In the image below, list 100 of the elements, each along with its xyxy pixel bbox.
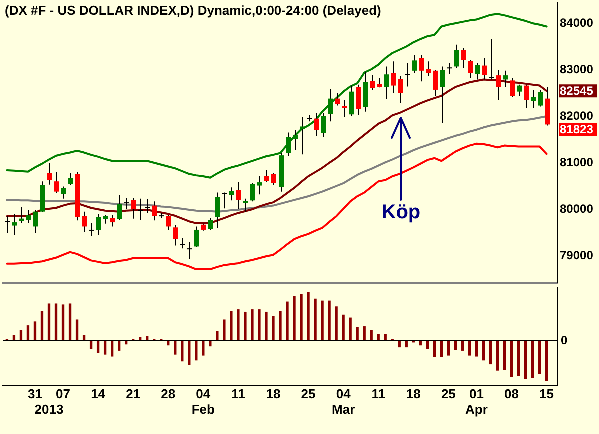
- bar: [538, 340, 542, 374]
- x-tick-label: 25: [441, 386, 456, 402]
- candlestick: [447, 62, 452, 75]
- data-label: 82545: [560, 84, 594, 98]
- candlestick: [405, 62, 410, 88]
- bar: [188, 340, 191, 366]
- candlestick: [68, 172, 73, 186]
- candlestick: [503, 70, 508, 88]
- candlestick: [271, 172, 276, 186]
- candlestick: [173, 224, 178, 246]
- bar: [54, 304, 58, 342]
- bar: [76, 320, 79, 342]
- bar: [496, 340, 500, 371]
- bar: [68, 304, 72, 342]
- candlestick: [314, 112, 319, 137]
- candlestick: [131, 198, 136, 220]
- x-tick-label: 21: [126, 386, 141, 402]
- x-tick-label: 08: [504, 386, 519, 402]
- candlestick: [391, 61, 396, 94]
- x-tick-label: 25: [301, 386, 316, 402]
- candlestick: [538, 89, 543, 108]
- ref-line-label: 0: [561, 334, 568, 348]
- candlestick: [321, 112, 326, 138]
- candlestick: [468, 60, 473, 79]
- candlestick: [257, 176, 262, 196]
- chart-title: (DX #F - US DOLLAR INDEX,D) Dynamic,0:00-24:00 (Delayed): [5, 3, 382, 18]
- candlestick: [412, 54, 417, 74]
- bar: [447, 340, 450, 356]
- candlestick: [152, 201, 157, 222]
- bar: [62, 304, 65, 342]
- candlestick: [187, 242, 192, 260]
- bar: [517, 340, 520, 376]
- bar: [244, 312, 247, 342]
- x-tick-label: 31: [28, 386, 42, 402]
- candlestick: [89, 222, 94, 237]
- x-tick-label: 07: [56, 386, 70, 402]
- bar: [40, 311, 44, 342]
- bar: [237, 310, 240, 342]
- bar: [475, 340, 478, 357]
- bar: [223, 320, 226, 342]
- bar: [531, 340, 534, 378]
- candlestick: [293, 129, 298, 150]
- bar: [307, 292, 310, 342]
- candlestick: [124, 198, 129, 210]
- x-tick-label: 15: [540, 386, 554, 402]
- candlestick: [482, 58, 487, 80]
- bar: [202, 340, 205, 356]
- bar: [433, 340, 436, 358]
- candlestick: [243, 198, 248, 212]
- bar: [293, 296, 296, 342]
- candlestick: [461, 48, 466, 69]
- x-tick-label: 11: [372, 386, 386, 402]
- candlestick: [384, 66, 389, 100]
- bar: [335, 306, 338, 342]
- candlestick: [531, 89, 536, 109]
- bar: [440, 340, 444, 358]
- candlestick: [349, 85, 354, 117]
- bar: [258, 310, 261, 342]
- candlestick: [159, 212, 164, 219]
- candlestick: [335, 92, 340, 106]
- bar: [251, 310, 254, 342]
- bar: [468, 340, 472, 356]
- bar: [26, 326, 30, 342]
- candlestick: [510, 78, 515, 98]
- candlestick: [96, 214, 101, 236]
- candlestick: [517, 84, 522, 97]
- candlestick: [194, 226, 199, 248]
- bar: [545, 340, 548, 382]
- candlestick: [426, 61, 431, 77]
- candlestick: [328, 88, 333, 122]
- bar: [349, 318, 352, 342]
- candlestick: [440, 66, 445, 124]
- candlestick: [166, 214, 171, 230]
- x-tick-label: 18: [266, 386, 281, 402]
- candlestick: [12, 214, 17, 236]
- y-tick-label: 84000: [560, 16, 594, 30]
- candlestick: [496, 69, 501, 101]
- annotation: Köp: [382, 201, 421, 224]
- x-tick-label: 14: [91, 386, 106, 402]
- candlestick: [419, 54, 424, 82]
- candlestick: [82, 211, 87, 233]
- bar: [489, 340, 492, 365]
- candlestick: [454, 44, 459, 69]
- y-tick-label: 81000: [560, 155, 594, 170]
- bar: [110, 340, 114, 357]
- candlestick: [180, 238, 185, 250]
- candlestick: [110, 214, 115, 228]
- candlestick: [222, 192, 227, 210]
- x-tick-label: 11: [232, 386, 246, 402]
- bar: [34, 322, 37, 342]
- candlestick: [524, 84, 529, 109]
- bar: [321, 300, 324, 342]
- x-tick-label: 28: [161, 386, 176, 402]
- candlestick: [264, 170, 269, 184]
- bar: [286, 302, 289, 342]
- candlestick: [54, 172, 59, 194]
- x-tick-label: 01 Apr: [466, 386, 488, 417]
- x-tick-label: 04 Mar: [332, 386, 356, 417]
- y-tick-label: 80000: [560, 202, 594, 216]
- x-tick-label: 2013: [34, 402, 64, 417]
